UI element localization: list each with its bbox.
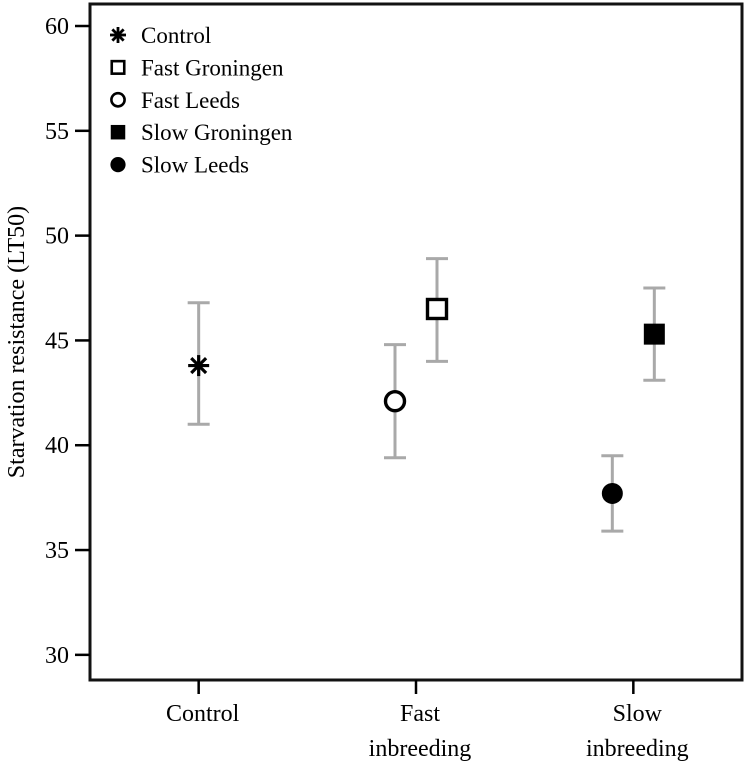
filled-square-marker (643, 323, 665, 345)
x-axis-tick-label-slow: Slow (613, 701, 663, 727)
y-axis-title: Starvation resistance (LT50) (4, 205, 30, 479)
y-axis-tick-label: 30 (45, 643, 69, 669)
y-axis-tick-label: 35 (45, 538, 69, 564)
series-fast-groningen (425, 257, 449, 363)
x-axis-tick-label-control: Control (166, 701, 240, 727)
legend-label: Slow Groningen (141, 120, 293, 145)
legend-item-slow-groningen: Slow Groningen (110, 120, 293, 145)
legend-label: Fast Leeds (141, 88, 240, 113)
series-fast-leeds (383, 343, 407, 460)
asterisk-marker (111, 28, 125, 42)
filled-circle-marker (601, 482, 623, 504)
open-square-marker (425, 297, 449, 321)
y-axis-tick-label: 45 (45, 328, 69, 354)
legend-label: Control (141, 23, 211, 48)
y-axis-tick-label: 60 (45, 14, 69, 40)
legend-label: Slow Leeds (141, 153, 249, 178)
legend-item-fast-leeds: Fast Leeds (110, 88, 240, 113)
open-circle-marker (383, 390, 407, 413)
legend-item-control: Control (110, 23, 211, 48)
open-square-marker (110, 59, 126, 75)
series-control (187, 301, 210, 426)
open-circle-marker (110, 91, 126, 108)
x-axis-tick-label-fast: Fast (400, 701, 440, 727)
asterisk-marker (190, 357, 208, 375)
x-axis-tick-label-slow: inbreeding (586, 736, 689, 762)
y-axis-tick-label: 55 (45, 119, 69, 145)
x-axis-tick-label-fast: inbreeding (369, 736, 472, 762)
filled-square-marker (110, 124, 126, 140)
legend-item-slow-leeds: Slow Leeds (110, 153, 249, 178)
filled-circle-marker (110, 157, 126, 173)
series-slow-groningen (643, 286, 666, 382)
y-axis-tick-label: 40 (45, 433, 69, 459)
legend-label: Fast Groningen (141, 55, 284, 80)
y-axis-tick-label: 50 (45, 224, 69, 250)
legend-item-fast-groningen: Fast Groningen (110, 55, 284, 80)
series-slow-leeds (601, 454, 624, 533)
